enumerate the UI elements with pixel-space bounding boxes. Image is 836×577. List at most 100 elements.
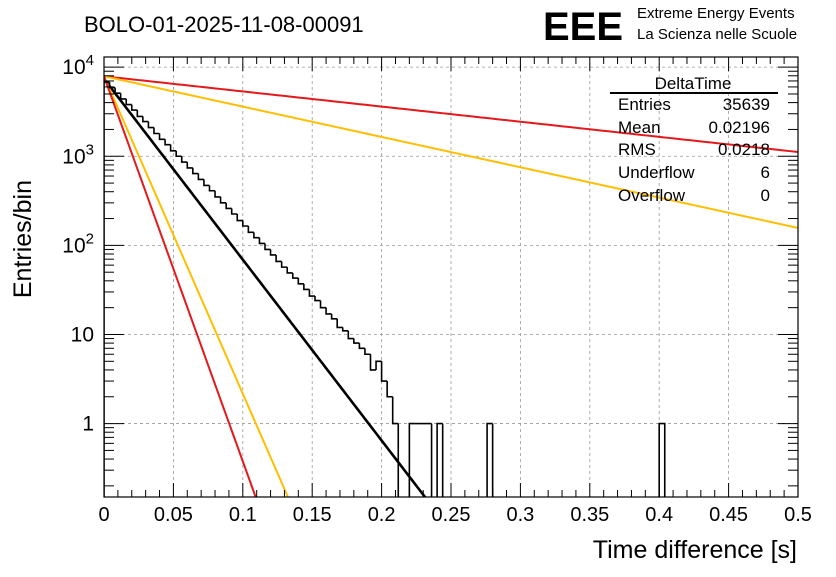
histogram-bin: [175, 150, 182, 158]
histogram-bin: [225, 202, 232, 210]
histogram-bin: [369, 354, 377, 371]
histogram-bin: [142, 116, 149, 123]
histogram-bin: [192, 167, 199, 175]
histogram-bin: [125, 98, 132, 106]
x-tick-label: 0.5: [784, 504, 812, 526]
tick-labels: 0 0.05 0.1 0.15 0.2 0.25 0.3 0.35 0.4 0.45 0.5 1 10 1…: [62, 52, 812, 526]
x-axis-label: Time difference [s]: [593, 536, 797, 564]
histogram-bin: [441, 423, 444, 497]
histogram-bin: [164, 139, 171, 146]
stats-value-underflow: 6: [761, 163, 770, 182]
series-line-orange-slow-decay: [104, 75, 798, 229]
eee-logo: EEE: [543, 5, 623, 49]
histogram-bin: [104, 81, 110, 497]
stats-label-rms: RMS: [618, 140, 656, 159]
x-tick-label: 0.35: [570, 504, 609, 526]
histogram-bin: [242, 220, 249, 227]
y-tick-label: 1: [82, 413, 94, 436]
x-tick-label: 0.4: [645, 504, 673, 526]
histogram-bin: [169, 144, 177, 152]
histogram-bin: [291, 272, 299, 279]
histogram-bin: [219, 196, 227, 204]
histogram-bin: [391, 396, 399, 425]
histogram-bin: [275, 254, 282, 263]
histogram-bin: [136, 110, 143, 118]
stats-label-underflow: Underflow: [618, 163, 695, 182]
histogram-bin: [380, 361, 388, 382]
stats-value-entries: 35639: [723, 95, 770, 114]
x-tick-label: 0.15: [293, 504, 332, 526]
x-tick-label: 0.45: [709, 504, 748, 526]
x-tick-label: 0: [98, 504, 109, 526]
histogram-bin: [308, 289, 315, 297]
histogram-bin: [314, 296, 321, 302]
histogram-bin: [230, 208, 238, 215]
histogram-bin: [336, 318, 343, 329]
histogram-bin: [147, 121, 154, 129]
histogram-bin: [341, 327, 349, 332]
histogram-bin: [108, 82, 116, 89]
histogram-bin: [303, 283, 310, 291]
histogram-bin: [258, 237, 266, 245]
histogram-bin: [319, 300, 327, 309]
y-tick-label: 10: [71, 323, 94, 346]
histogram-bin: [658, 422, 666, 497]
histogram-bin: [153, 127, 160, 135]
histogram-bin: [375, 360, 382, 370]
stats-label-mean: Mean: [618, 118, 661, 137]
series-line-orange-fast-decay: [104, 75, 290, 497]
series-line-red-fast-decay: [104, 75, 257, 497]
histogram-bin: [203, 179, 210, 187]
y-axis-label: Entries/bin: [9, 180, 37, 298]
org-name: Extreme Energy Events: [637, 5, 795, 22]
histogram-bin: [247, 225, 254, 234]
histogram-bin: [253, 232, 260, 239]
x-tick-label: 0.1: [229, 504, 257, 526]
stats-box-title: DeltaTime: [655, 74, 732, 93]
histogram-bin: [386, 381, 393, 398]
org-subtitle: La Scienza nelle Scuole: [637, 26, 797, 43]
x-tick-label: 0.05: [154, 504, 193, 526]
histogram-bin: [297, 278, 304, 285]
y-tick-label: 103: [62, 141, 94, 168]
x-tick-label: 0.2: [368, 504, 396, 526]
stats-value-rms: 0.0218: [718, 140, 770, 159]
histogram-bin: [236, 213, 243, 222]
histogram-bin: [353, 338, 360, 344]
histogram-bin: [264, 243, 271, 251]
grid-layer: [104, 57, 798, 497]
stats-value-overflow: 0: [761, 186, 770, 205]
histogram-bin: [130, 104, 138, 111]
histogram-bin: [491, 423, 494, 497]
histogram-bin: [158, 133, 166, 141]
histogram-bin: [280, 261, 288, 268]
histogram-bin: [286, 267, 293, 274]
series-line-red-slow-decay: [104, 75, 798, 154]
histogram-bin: [325, 307, 332, 315]
stats-label-overflow: Overflow: [618, 186, 686, 205]
histogram-bin: [486, 422, 493, 497]
axis-ticks: [103, 57, 799, 497]
histogram-bin: [330, 313, 338, 320]
series-line-exponential-fit: [104, 78, 427, 497]
chart-title: BOLO-01-2025-11-08-00091: [84, 12, 364, 37]
histogram-bin: [364, 348, 371, 356]
histogram-bin: [269, 249, 277, 256]
x-tick-label: 0.25: [432, 504, 471, 526]
histogram-bin: [358, 343, 365, 350]
histogram-bin: [180, 156, 188, 163]
histogram-bin: [119, 93, 127, 100]
series-layer: [104, 75, 798, 497]
histogram-bin: [347, 330, 354, 340]
stats-value-mean: 0.02196: [709, 118, 770, 137]
histogram-bin: [208, 185, 216, 192]
x-tick-label: 0.3: [506, 504, 534, 526]
histogram-bin: [397, 423, 400, 497]
stats-box: DeltaTime Entries 35639 Mean 0.02196 RMS…: [610, 74, 778, 205]
histogram-bin: [430, 423, 433, 497]
histogram-bin: [214, 190, 221, 198]
stats-label-entries: Entries: [618, 95, 671, 114]
histogram-bin: [197, 173, 204, 181]
